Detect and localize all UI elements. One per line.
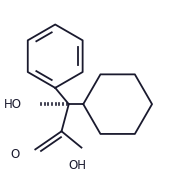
- Text: HO: HO: [4, 98, 22, 111]
- Text: O: O: [11, 148, 20, 161]
- Text: OH: OH: [69, 159, 87, 172]
